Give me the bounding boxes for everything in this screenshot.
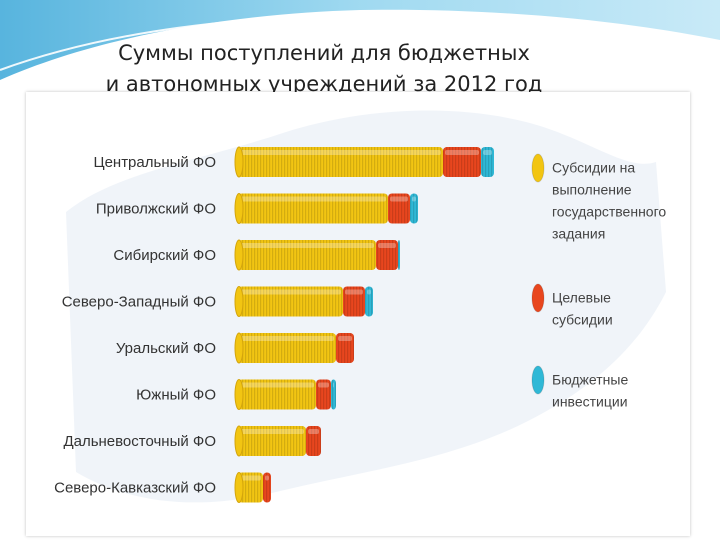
bar-segment bbox=[336, 333, 354, 363]
bar-segment-texture bbox=[238, 472, 263, 503]
bar-segment-highlight bbox=[333, 382, 334, 388]
bar-start-cap bbox=[234, 193, 244, 224]
bar-segment-highlight bbox=[390, 196, 408, 202]
bar-segment-highlight bbox=[483, 150, 492, 155]
bar-segment-highlight bbox=[240, 475, 261, 481]
legend-swatch bbox=[531, 153, 545, 183]
bar-segment-highlight bbox=[240, 150, 441, 155]
legend-label: выполнение bbox=[552, 181, 632, 197]
category-label: Дальневосточный ФО bbox=[63, 433, 216, 450]
bar-segment-texture bbox=[336, 333, 354, 363]
bar-segment-highlight bbox=[240, 196, 386, 202]
bar-segment-texture bbox=[343, 286, 365, 317]
bar-segment bbox=[238, 472, 263, 503]
bar-segment-texture bbox=[238, 286, 343, 317]
bar-segment-texture bbox=[443, 147, 481, 177]
bar-segment-texture bbox=[238, 240, 376, 270]
bar-segment bbox=[316, 379, 331, 410]
category-label: Северо-Западный ФО bbox=[62, 294, 216, 311]
bar-start-cap bbox=[234, 286, 244, 317]
bar-segment-highlight bbox=[412, 196, 416, 202]
legend-label: Субсидии на bbox=[552, 159, 635, 175]
bar-segment bbox=[263, 472, 271, 503]
bar-segment-texture bbox=[365, 286, 373, 317]
chart-panel: Центральный ФО Приволжский ФО Сибирский ФО… bbox=[26, 92, 690, 536]
bar-segment-texture bbox=[481, 147, 494, 177]
bar-start-cap bbox=[234, 472, 244, 503]
bar-segment-texture bbox=[410, 193, 418, 224]
legend-label: задания bbox=[552, 225, 605, 241]
slide-title-line1: Суммы поступлений для бюджетных bbox=[118, 41, 530, 65]
bar-start-cap bbox=[234, 379, 244, 410]
bar-segment-highlight bbox=[240, 289, 341, 295]
bar-segment-highlight bbox=[308, 429, 319, 434]
category-label: Уральский ФО bbox=[116, 340, 216, 357]
bar-segment-highlight bbox=[445, 150, 479, 155]
bar-segment-texture bbox=[238, 379, 316, 410]
legend-label: Бюджетные bbox=[552, 371, 628, 387]
bar-segment-texture bbox=[238, 426, 306, 456]
legend-item: Бюджетные инвестиции bbox=[531, 365, 628, 409]
bar-segment-highlight bbox=[367, 289, 371, 295]
bar-segment-highlight bbox=[240, 243, 374, 248]
bar-segment bbox=[238, 193, 388, 224]
bar-segment bbox=[238, 147, 443, 177]
category-label: Южный ФО bbox=[136, 387, 216, 404]
bar-segment bbox=[398, 240, 400, 270]
category-label: Центральный ФО bbox=[93, 154, 216, 171]
bar-segment-highlight bbox=[240, 336, 334, 341]
bar-segment bbox=[343, 286, 365, 317]
bar-segment-texture bbox=[376, 240, 398, 270]
bar-segment-highlight bbox=[338, 336, 352, 341]
legend-item: Целевые субсидии bbox=[531, 283, 613, 327]
category-label: Приволжский ФО bbox=[96, 201, 216, 218]
bar-segment bbox=[238, 333, 336, 363]
bar-segment bbox=[238, 286, 343, 317]
bar-segment bbox=[443, 147, 481, 177]
bar-segment bbox=[365, 286, 373, 317]
legend-swatch bbox=[531, 283, 545, 313]
bar-segment bbox=[481, 147, 494, 177]
bar-segment-texture bbox=[306, 426, 321, 456]
legend-item: Субсидии на выполнение государственного зад… bbox=[531, 153, 666, 241]
bar-segment-texture bbox=[398, 240, 400, 270]
bar-segment-texture bbox=[316, 379, 331, 410]
bar-segment bbox=[331, 379, 336, 410]
bar-segment-highlight bbox=[318, 382, 329, 388]
slide-wave-decoration bbox=[0, 0, 720, 80]
bar-segment-highlight bbox=[240, 429, 304, 434]
category-label: Северо-Кавказский ФО bbox=[54, 480, 216, 497]
slide-title: Суммы поступлений для бюджетных и автоно… bbox=[44, 38, 604, 100]
bar-start-cap bbox=[234, 239, 244, 271]
legend-label: государственного bbox=[552, 203, 666, 219]
bar-start-cap bbox=[234, 146, 244, 178]
category-label: Сибирский ФО bbox=[113, 247, 216, 264]
bar-segment-texture bbox=[331, 379, 336, 410]
bar-segment-texture bbox=[238, 193, 388, 224]
legend-label: Целевые bbox=[552, 289, 611, 305]
bar-segment bbox=[306, 426, 321, 456]
bar-segment-texture bbox=[388, 193, 410, 224]
bar-segment bbox=[238, 240, 376, 270]
bar-segment-highlight bbox=[265, 475, 269, 481]
bar-segment-texture bbox=[238, 333, 336, 363]
stacked-bar-chart: Центральный ФО Приволжский ФО Сибирский ФО… bbox=[54, 110, 666, 503]
bar-segment bbox=[376, 240, 398, 270]
legend-label: инвестиции bbox=[552, 393, 628, 409]
bar-segment bbox=[238, 379, 316, 410]
bar-start-cap bbox=[234, 425, 244, 457]
bar-segment-texture bbox=[238, 147, 443, 177]
legend-label: субсидии bbox=[552, 311, 613, 327]
bar-segment-texture bbox=[263, 472, 271, 503]
bar-segment bbox=[238, 426, 306, 456]
bar-segment bbox=[410, 193, 418, 224]
bar-start-cap bbox=[234, 332, 244, 364]
legend-swatch bbox=[531, 365, 545, 395]
bar-segment-highlight bbox=[345, 289, 363, 295]
bar-segment bbox=[388, 193, 410, 224]
bar-segment-highlight bbox=[240, 382, 314, 388]
bar-segment-highlight bbox=[378, 243, 396, 248]
